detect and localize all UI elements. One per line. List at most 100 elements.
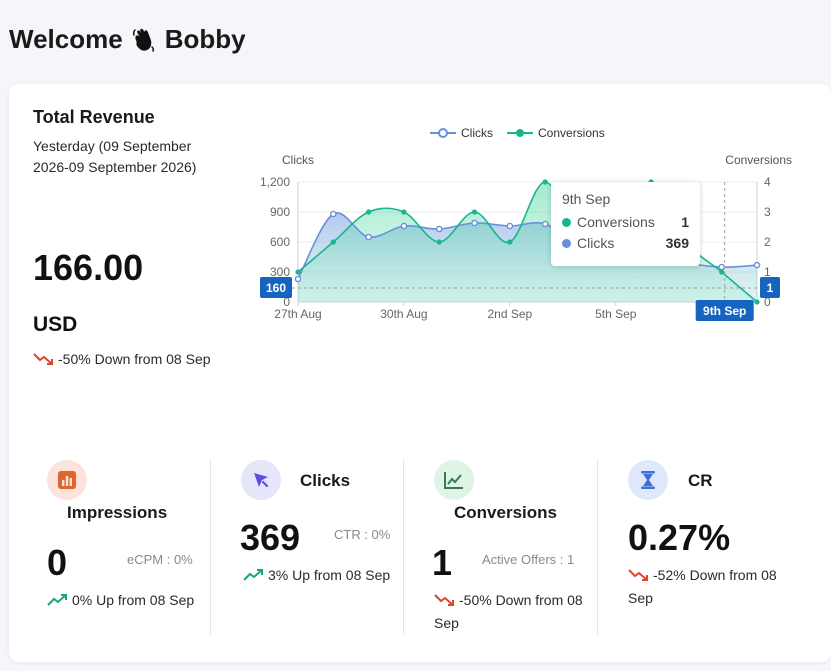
conversions-label: Conversions bbox=[454, 503, 557, 522]
cr-label: CR bbox=[688, 471, 713, 490]
crosshair-x-marker-label: 9th Sep bbox=[703, 304, 746, 318]
legend-item-conversions[interactable]: Conversions bbox=[507, 126, 605, 140]
impressions-label: Impressions bbox=[67, 503, 168, 522]
x-tick-label: 2nd Sep bbox=[487, 307, 532, 321]
legend-conversions-label: Conversions bbox=[538, 126, 605, 140]
left-tick-label: 900 bbox=[270, 205, 290, 219]
clicks-point bbox=[365, 233, 372, 241]
x-tick-label: 5th Sep bbox=[595, 307, 637, 321]
clicks-point bbox=[435, 225, 443, 233]
left-tick-label: 1,200 bbox=[260, 175, 290, 189]
left-tick-label: 600 bbox=[270, 235, 290, 249]
right-axis-title: Conversions bbox=[725, 153, 792, 167]
revenue-period: Yesterday (09 September 2026-09 Septembe… bbox=[33, 138, 197, 175]
trend-up-icon bbox=[243, 569, 263, 581]
conversions-value: 1 bbox=[432, 542, 453, 583]
hourglass-icon bbox=[641, 471, 655, 489]
clicks-change-text: 3% Up from 08 Sep bbox=[268, 567, 391, 583]
welcome-text: Welcome bbox=[9, 24, 123, 54]
clicks-point bbox=[506, 222, 514, 230]
tooltip-row-clicks: Clicks 369 bbox=[562, 235, 689, 251]
clicks-point bbox=[718, 263, 725, 271]
bar-chart-icon bbox=[58, 471, 76, 489]
trend-down-icon bbox=[33, 353, 53, 365]
user-name: Bobby bbox=[164, 24, 246, 54]
conversions-point bbox=[471, 209, 478, 215]
chart-legend: Clicks Conversions bbox=[430, 126, 605, 140]
left-tick-label: 0 bbox=[283, 295, 290, 309]
legend-clicks-label: Clicks bbox=[461, 126, 493, 140]
revenue-change: -50% Down from 08 Sep bbox=[33, 348, 213, 371]
impressions-value: 0 bbox=[47, 542, 68, 583]
conversions-point bbox=[542, 179, 548, 185]
right-axis-marker bbox=[760, 277, 780, 298]
conversions-sub: Active Offers : 1 bbox=[482, 552, 575, 567]
legend-item-clicks[interactable]: Clicks bbox=[430, 126, 493, 140]
left-axis-marker-label: 160 bbox=[266, 281, 286, 295]
cr-change: -52% Down from 08 Sep bbox=[628, 564, 798, 610]
clicks-sub: CTR : 0% bbox=[334, 527, 391, 542]
left-tick-label: 300 bbox=[270, 265, 290, 279]
tooltip-clicks-label: Clicks bbox=[577, 235, 615, 251]
right-tick-label: 1 bbox=[764, 265, 771, 279]
clicks-point bbox=[330, 210, 337, 218]
right-tick-label: 3 bbox=[764, 205, 771, 219]
revenue-chart[interactable]: Clicks Conversions 0 300 600 900 1,200 0 1 2 3 4 C… bbox=[240, 120, 820, 335]
clicks-point bbox=[471, 219, 478, 227]
tooltip-row-conversions: Conversions 1 bbox=[562, 214, 689, 230]
clicks-value: 369 bbox=[240, 517, 301, 558]
stat-divider bbox=[210, 460, 211, 635]
right-tick-label: 2 bbox=[764, 235, 771, 249]
chart-tooltip: 9th Sep Conversions 1 Clicks 369 bbox=[551, 182, 700, 266]
conversions-change: -50% Down from 08 Sep bbox=[434, 589, 594, 635]
left-axis-title: Clicks bbox=[282, 153, 314, 167]
clicks-label: Clicks bbox=[300, 471, 351, 490]
clicks-point bbox=[400, 222, 408, 230]
line-chart-icon bbox=[444, 472, 463, 489]
right-tick-label: 4 bbox=[764, 175, 771, 189]
clicks-icon-badge bbox=[241, 460, 281, 500]
cr-change-text: -52% Down from 08 Sep bbox=[628, 567, 777, 606]
right-axis-marker-label: 1 bbox=[767, 281, 774, 295]
conversions-point bbox=[719, 269, 725, 275]
legend-clicks-icon bbox=[430, 128, 456, 138]
stat-divider bbox=[403, 460, 404, 635]
trend-up-icon bbox=[47, 594, 67, 606]
welcome-heading: Welcome Bobby bbox=[9, 24, 246, 55]
impressions-change-text: 0% Up from 08 Sep bbox=[72, 592, 195, 608]
conversions-icon-badge bbox=[434, 460, 474, 500]
tooltip-conversions-dot bbox=[562, 217, 571, 227]
impressions-change: 0% Up from 08 Sep bbox=[47, 589, 197, 612]
conversions-point bbox=[401, 209, 407, 215]
conversions-point bbox=[436, 239, 442, 245]
clicks-point bbox=[753, 261, 761, 269]
cr-value: 0.27% bbox=[628, 517, 731, 558]
impressions-icon-badge bbox=[47, 460, 87, 500]
trend-down-icon bbox=[628, 569, 648, 581]
legend-conversions-icon bbox=[507, 129, 533, 137]
revenue-amount: 166.00 bbox=[33, 247, 144, 288]
clicks-point bbox=[294, 275, 302, 283]
impressions-sub: eCPM : 0% bbox=[127, 552, 193, 567]
revenue-currency: USD bbox=[33, 313, 78, 336]
conversions-point bbox=[507, 239, 513, 245]
stat-divider bbox=[597, 460, 598, 635]
trend-down-icon bbox=[434, 594, 454, 606]
revenue-change-text: -50% Down from 08 Sep bbox=[58, 351, 211, 367]
conversions-point bbox=[366, 209, 372, 215]
right-tick-label: 0 bbox=[764, 295, 771, 309]
tooltip-title: 9th Sep bbox=[562, 191, 611, 207]
waving-hand-icon bbox=[132, 28, 154, 52]
tooltip-clicks-value: 369 bbox=[665, 235, 689, 251]
revenue-title: Total Revenue bbox=[33, 107, 155, 127]
x-tick-label: 30th Aug bbox=[380, 307, 427, 321]
conversions-point bbox=[754, 299, 760, 305]
cursor-click-icon bbox=[254, 473, 269, 488]
left-axis-marker bbox=[260, 277, 292, 298]
crosshair-x-marker bbox=[695, 300, 754, 321]
clicks-point bbox=[541, 220, 549, 228]
x-tick-label: 27th Aug bbox=[274, 307, 321, 321]
conversions-change-text: -50% Down from 08 Sep bbox=[434, 592, 583, 631]
clicks-change: 3% Up from 08 Sep bbox=[243, 564, 408, 587]
